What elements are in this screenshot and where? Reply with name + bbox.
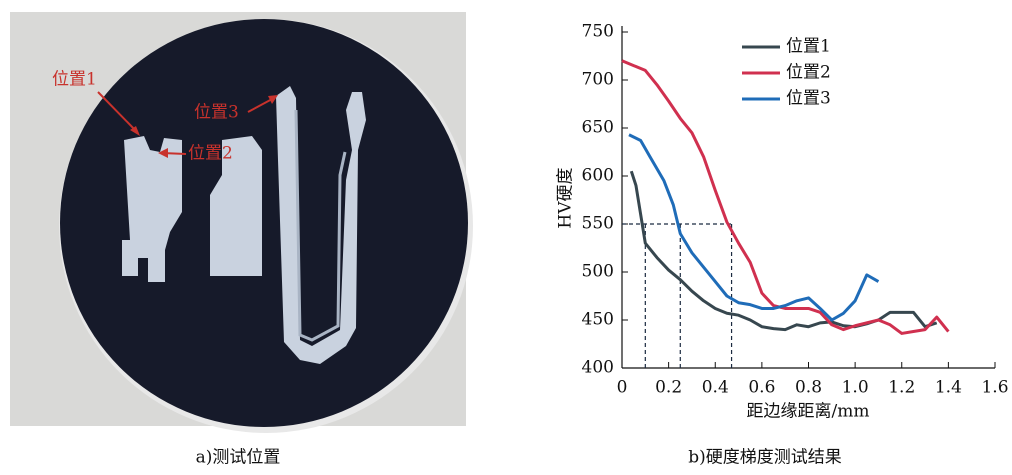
photo: 位置1 位置2 位置3 a)测试位置 bbox=[10, 12, 473, 468]
x-tick-label: 0.4 bbox=[702, 378, 729, 398]
y-tick-label: 750 bbox=[582, 22, 614, 42]
legend-label: 位置2 bbox=[786, 63, 831, 83]
y-tick-label: 400 bbox=[582, 358, 614, 378]
x-tick-label: 1.4 bbox=[935, 378, 962, 398]
x-tick-label: 1.0 bbox=[842, 378, 869, 398]
position-label: 位置1 bbox=[52, 70, 97, 90]
y-tick-label: 700 bbox=[582, 70, 614, 90]
x-tick-label: 0.6 bbox=[748, 378, 775, 398]
series-line bbox=[629, 135, 878, 320]
x-axis-label: 距边缘距离/mm bbox=[747, 402, 870, 422]
position-label: 位置2 bbox=[188, 144, 233, 164]
y-tick-label: 650 bbox=[582, 118, 614, 138]
caption: a)测试位置 bbox=[196, 448, 281, 468]
legend-label: 位置3 bbox=[786, 89, 831, 109]
x-tick-label: 1.6 bbox=[981, 378, 1008, 398]
y-tick-label: 500 bbox=[582, 262, 614, 282]
y-axis-label: HV硬度 bbox=[556, 167, 576, 228]
x-tick-label: 0.8 bbox=[795, 378, 822, 398]
x-tick-label: 1.2 bbox=[888, 378, 915, 398]
x-tick-label: 0.2 bbox=[655, 378, 682, 398]
chart: b)硬度梯度测试结果 距边缘距离/mm HV硬度 400 450 500 550 600… bbox=[556, 22, 1009, 468]
y-tick-label: 450 bbox=[582, 310, 614, 330]
caption: b)硬度梯度测试结果 bbox=[688, 448, 842, 468]
y-tick-label: 550 bbox=[582, 214, 614, 234]
y-tick-label: 600 bbox=[582, 166, 614, 186]
disc bbox=[60, 19, 468, 427]
figure: 位置1 位置2 位置3 a)测试位置 b)硬度梯度测试结果 距边缘距离/mm H… bbox=[0, 0, 1012, 471]
x-tick-label: 0 bbox=[617, 378, 628, 398]
position-label: 位置3 bbox=[194, 103, 239, 123]
legend-label: 位置1 bbox=[786, 37, 831, 57]
